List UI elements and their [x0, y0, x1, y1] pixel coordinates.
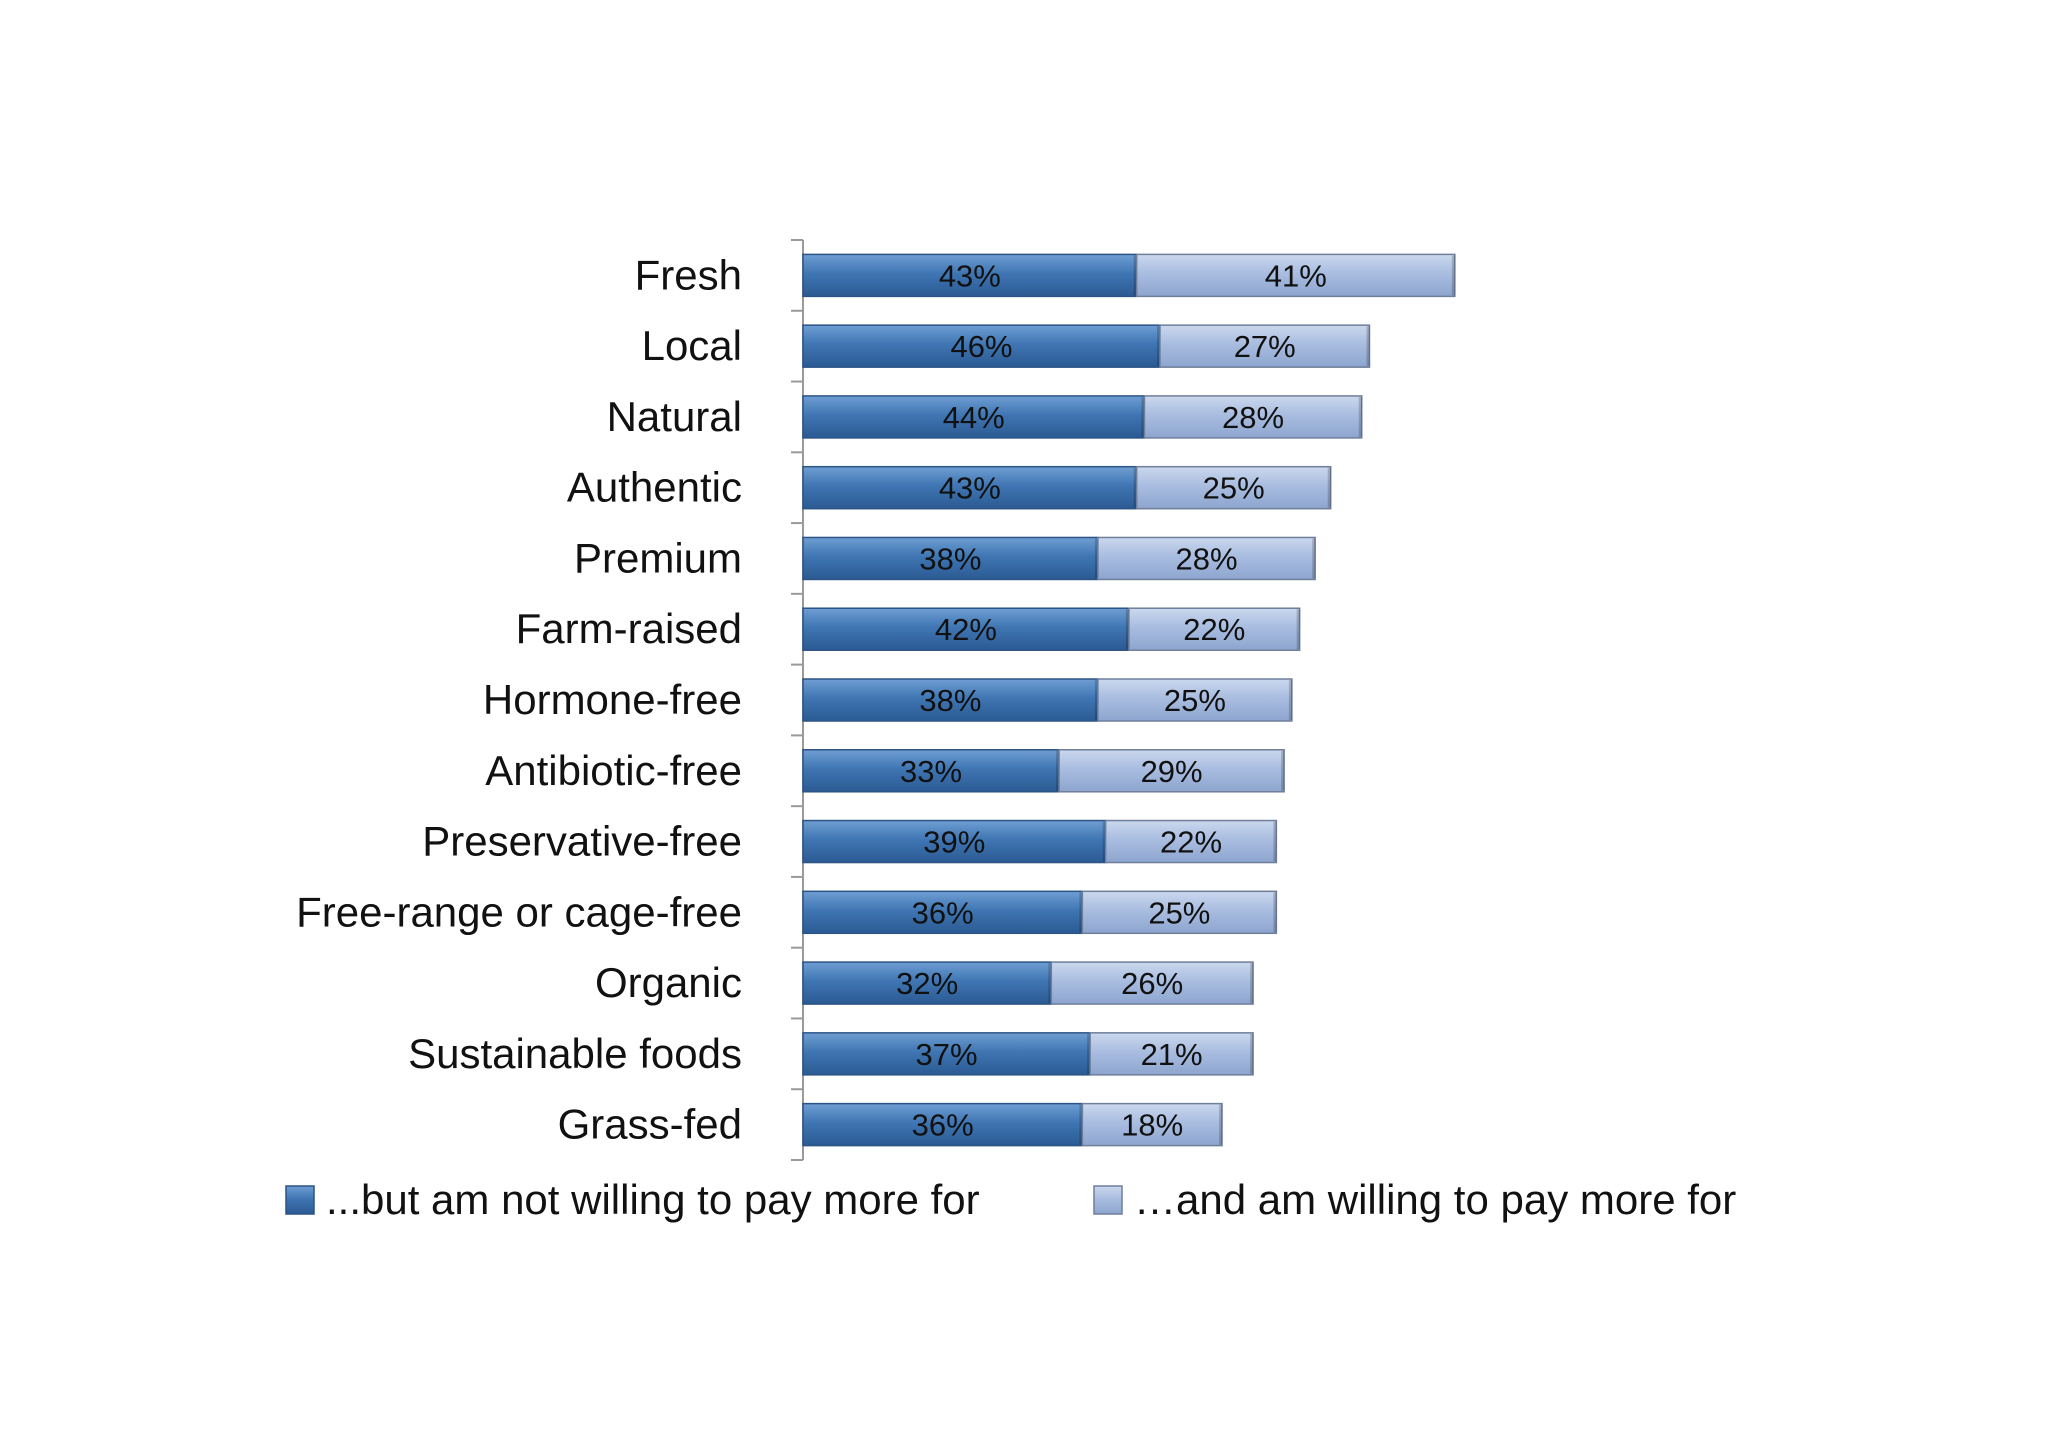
bar-segment-edge [1250, 963, 1254, 1004]
bar-segment-edge [1094, 538, 1098, 579]
bars [802, 253, 1456, 1147]
bar-segment-series-2 [1135, 465, 1332, 510]
category-label: Preservative-free [422, 818, 742, 865]
category-label: Farm-raised [516, 605, 742, 652]
bar-segment-edge [1288, 680, 1292, 720]
bar-segment-edge [1156, 326, 1160, 367]
bar-segment-series-2 [1159, 324, 1371, 368]
data-label: 25% [1203, 471, 1265, 506]
bar-segment-series-1 [802, 465, 1138, 510]
data-label: 33% [900, 754, 962, 789]
bar-segment-series-1 [802, 749, 1060, 793]
bar-segment-edge [1366, 326, 1370, 367]
bar-segment-series-1 [802, 253, 1138, 298]
bar-segment-series-2 [1050, 961, 1254, 1005]
data-label: 26% [1121, 966, 1183, 1001]
data-label: 43% [939, 471, 1001, 506]
bar-segment-edge [1281, 750, 1285, 791]
bar-segment-series-1 [802, 324, 1161, 368]
bar-segment-series-2 [1128, 607, 1301, 651]
category-labels: Fresh Local Natural Authentic Premium Farm-ra… [296, 251, 742, 1147]
bar-segment-series-1 [802, 607, 1130, 651]
data-label: 39% [923, 825, 985, 860]
data-label: 28% [1175, 541, 1237, 576]
bar-segment-series-1 [802, 890, 1084, 935]
data-label: 22% [1183, 612, 1245, 647]
bar-segment-edge [1133, 255, 1137, 296]
data-label: 22% [1160, 825, 1222, 860]
data-labels: 43% 41% 46% 27% 44% 28% 43% 25% 38% 28% 42% 22% 38% 2… [896, 258, 1327, 1142]
data-label: 38% [919, 683, 981, 718]
bar-segment-edge [1273, 821, 1277, 862]
legend-label-series-1: ...but am not willing to pay more for [326, 1176, 980, 1223]
legend-swatch-series-1 [285, 1185, 315, 1215]
category-label: Authentic [567, 464, 742, 511]
bar-segment-edge [1102, 821, 1106, 862]
category-label: Antibiotic-free [485, 747, 742, 794]
category-label: Hormone-free [483, 676, 742, 723]
bar-segment-edge [1451, 255, 1455, 296]
bar-segment-series-1 [802, 1102, 1084, 1147]
legend-label-series-2: …and am willing to pay more for [1134, 1176, 1736, 1223]
bar-segment-series-2 [1097, 536, 1316, 581]
category-label: Local [642, 322, 742, 369]
bar-segment-edge [1250, 1033, 1254, 1074]
bar-segment-series-2 [1104, 819, 1278, 864]
bar-segment-edge [1133, 467, 1137, 508]
data-label: 27% [1234, 329, 1296, 364]
bar-segment-series-1 [802, 819, 1107, 864]
bar-segment-edge [1219, 1104, 1223, 1145]
category-label: Fresh [635, 251, 742, 298]
bar-segment-edge [1079, 1104, 1083, 1145]
bar-segment-series-2 [1135, 253, 1456, 298]
category-label: Grass-fed [558, 1101, 742, 1148]
data-label: 25% [1148, 895, 1210, 930]
bar-segment-edge [1125, 609, 1129, 650]
bar-segment-edge [1312, 538, 1316, 579]
bar-segment-edge [1094, 680, 1098, 720]
data-label: 36% [912, 1108, 974, 1143]
bar-segment-series-2 [1097, 678, 1293, 722]
data-label: 42% [935, 612, 997, 647]
data-label: 32% [896, 966, 958, 1001]
legend-swatch-series-2 [1093, 1185, 1123, 1215]
bar-segment-series-2 [1089, 1032, 1254, 1076]
data-label: 36% [912, 895, 974, 930]
data-label: 37% [916, 1037, 978, 1072]
bar-segment-edge [1056, 750, 1060, 791]
legend: ...but am not willing to pay more for …an… [285, 1176, 1736, 1223]
category-label: Sustainable foods [408, 1030, 742, 1077]
data-label: 38% [919, 541, 981, 576]
bar-segment-edge [1141, 396, 1145, 437]
data-label: 46% [950, 329, 1012, 364]
data-label: 18% [1121, 1108, 1183, 1143]
bar-segment-edge [1048, 963, 1052, 1004]
category-label: Natural [607, 393, 742, 440]
bar-segment-edge [1087, 1033, 1091, 1074]
data-label: 28% [1222, 400, 1284, 435]
category-label: Premium [574, 534, 742, 581]
data-label: 21% [1141, 1037, 1203, 1072]
data-label: 25% [1164, 683, 1226, 718]
category-axis [791, 239, 804, 1161]
category-label: Free-range or cage-free [296, 888, 742, 935]
bar-segment-edge [1296, 609, 1300, 650]
bar-segment-edge [1079, 892, 1083, 933]
bar-segment-series-1 [802, 1032, 1091, 1076]
data-label: 44% [943, 400, 1005, 435]
data-label: 41% [1265, 258, 1327, 293]
data-label: 43% [939, 258, 1001, 293]
bar-segment-series-1 [802, 536, 1099, 581]
bar-segment-edge [1273, 892, 1277, 933]
category-label: Organic [595, 959, 742, 1006]
data-label: 29% [1141, 754, 1203, 789]
bar-segment-series-2 [1143, 395, 1363, 439]
bar-segment-edge [1327, 467, 1331, 508]
bar-segment-series-2 [1058, 749, 1285, 793]
bar-segment-series-2 [1081, 1102, 1223, 1147]
bar-segment-series-2 [1081, 890, 1278, 935]
bar-segment-edge [1358, 396, 1362, 437]
